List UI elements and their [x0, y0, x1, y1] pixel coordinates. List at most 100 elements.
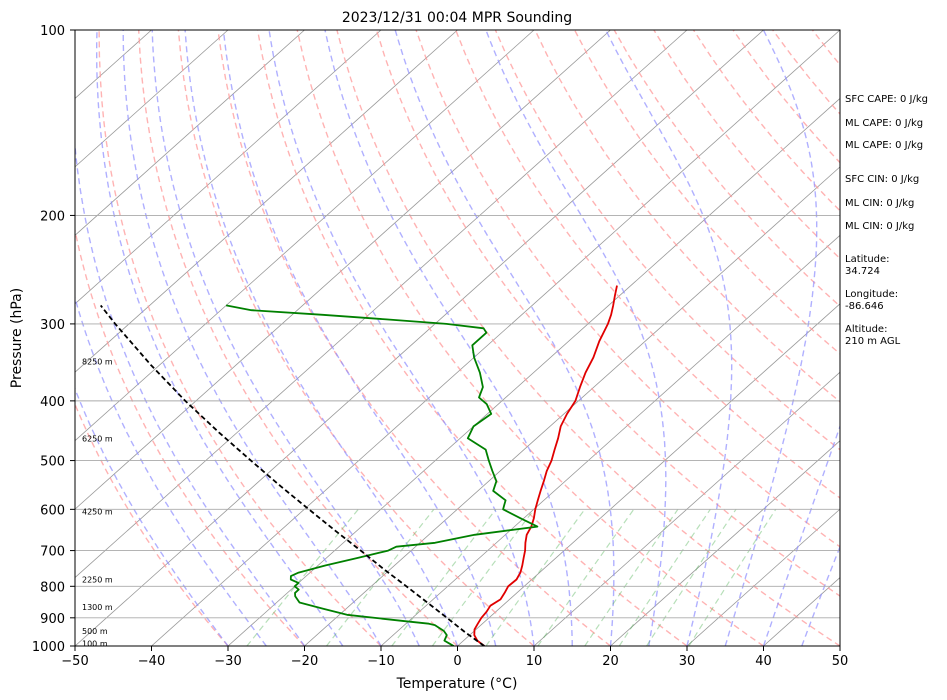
moist-adiabat-line [394, 30, 615, 646]
x-tick-label: 40 [755, 654, 772, 669]
mixing-ratio-line [688, 508, 777, 646]
moist-adiabat-line [151, 30, 420, 646]
isotherm-line [75, 30, 382, 305]
dry-adiabat-line [138, 30, 458, 646]
y-tick-label: 500 [40, 455, 65, 470]
height-markers: 100 m 500 m 1300 m 2250 m 4250 m 6250 m 8250 m [82, 357, 113, 648]
isotherm-line [75, 30, 688, 579]
moist-adiabat-line [184, 30, 459, 646]
isotherm-line [75, 30, 458, 373]
side-panel: SFC CAPE: 0 J/kg ML CAPE: 0 J/kg ML CAPE… [845, 94, 928, 347]
isotherm-line [75, 30, 305, 236]
temperature-line [473, 285, 618, 646]
y-ticks: 100 200 300 400 500 600 700 800 900 1000 [32, 24, 75, 655]
ml-cape-text: ML CAPE: 0 J/kg [845, 118, 923, 129]
latitude-label: Latitude: [845, 254, 890, 265]
isotherm-line [151, 30, 840, 646]
x-tick-label: 0 [453, 654, 461, 669]
isotherm-line [686, 508, 840, 646]
dry-adiabat-line [375, 30, 840, 597]
moist-adiabat-line [324, 30, 573, 646]
height-marker-label: 8250 m [82, 357, 113, 366]
moist-adiabat-line [222, 30, 497, 646]
background-lines [75, 30, 947, 646]
moist-adiabat-line [485, 30, 667, 646]
height-marker-label: 500 m [82, 627, 108, 636]
moist-adiabat-line [724, 30, 818, 646]
moist-adiabat-line [268, 30, 535, 646]
dry-adiabat-line [931, 30, 947, 646]
y-tick-label: 400 [40, 395, 65, 410]
isotherm-line [75, 30, 229, 168]
sounding-traces [99, 285, 618, 646]
y-axis-title: Pressure (hPa) [9, 288, 25, 388]
y-tick-label: 100 [40, 24, 65, 39]
height-marker-label: 2250 m [82, 576, 113, 585]
dry-adiabat-line [613, 30, 840, 308]
x-tick-label: 20 [602, 654, 619, 669]
isotherm-line [75, 30, 611, 510]
latitude-value: 34.724 [845, 266, 880, 277]
parcel-line [99, 304, 485, 646]
isotherm-line [380, 234, 840, 646]
dry-adiabat-line [256, 30, 688, 646]
y-tick-label: 700 [40, 545, 65, 560]
isotherm-line [457, 303, 840, 646]
y-tick-label: 200 [40, 209, 65, 224]
height-marker-label: 4250 m [82, 508, 113, 517]
ml-cape-text-2: ML CAPE: 0 J/kg [845, 140, 923, 151]
altitude-label: Altitude: [845, 324, 887, 335]
y-tick-label: 1000 [32, 640, 65, 655]
dry-adiabat-line [296, 30, 764, 646]
altitude-value: 210 m AGL [845, 336, 901, 347]
dry-adiabat-line [336, 30, 840, 646]
x-tick-label: −40 [138, 654, 165, 669]
isotherm-line [75, 30, 764, 646]
x-tick-label: −10 [367, 654, 394, 669]
dry-adiabat-line [217, 30, 611, 646]
y-tick-label: 600 [40, 503, 65, 518]
moist-adiabat-line [75, 295, 267, 646]
x-tick-label: −50 [61, 654, 88, 669]
moist-adiabat-line [122, 30, 382, 646]
y-tick-label: 800 [40, 580, 65, 595]
y-tick-label: 300 [40, 318, 65, 333]
longitude-value: -86.646 [845, 301, 884, 312]
mixing-ratio-line [246, 508, 359, 646]
dry-adiabat-line [415, 30, 840, 548]
x-ticks: −50 −40 −30 −20 −10 0 10 20 30 40 50 [61, 646, 848, 669]
dry-adiabat-line [494, 30, 840, 451]
x-tick-label: −20 [291, 654, 318, 669]
height-marker-label: 100 m [82, 639, 108, 648]
ml-cin-text: ML CIN: 0 J/kg [845, 198, 914, 209]
x-axis-title: Temperature (°C) [396, 676, 518, 692]
isotherm-line [227, 97, 840, 646]
chart-title: 2023/12/31 00:04 MPR Sounding [342, 10, 572, 26]
height-marker-label: 6250 m [82, 434, 113, 443]
mixing-ratio-line [485, 508, 586, 646]
sfc-cape-text: SFC CAPE: 0 J/kg [845, 94, 928, 105]
dry-adiabat-line [534, 30, 840, 403]
longitude-label: Longitude: [845, 289, 898, 300]
x-tick-label: 30 [679, 654, 696, 669]
dry-adiabat-line [573, 30, 840, 355]
isotherm-line [75, 30, 535, 442]
isotherm-line [304, 166, 840, 646]
isotherm-line [610, 440, 840, 646]
x-tick-label: 10 [526, 654, 543, 669]
moist-adiabat-line [75, 138, 306, 646]
sfc-cin-text: SFC CIN: 0 J/kg [845, 174, 919, 185]
isotherm-line [533, 371, 840, 646]
y-tick-label: 900 [40, 612, 65, 627]
ml-cin-text-2: ML CIN: 0 J/kg [845, 221, 914, 232]
x-tick-label: 50 [832, 654, 849, 669]
moist-adiabat-line [75, 386, 229, 646]
moist-adiabat-line [605, 30, 733, 646]
pressure-gridlines [75, 29, 840, 619]
moist-adiabat-line [96, 30, 344, 646]
height-marker-label: 1300 m [82, 603, 113, 612]
x-tick-label: −30 [214, 654, 241, 669]
mixing-ratio-line [618, 508, 711, 646]
dry-adiabat-line [75, 227, 306, 646]
